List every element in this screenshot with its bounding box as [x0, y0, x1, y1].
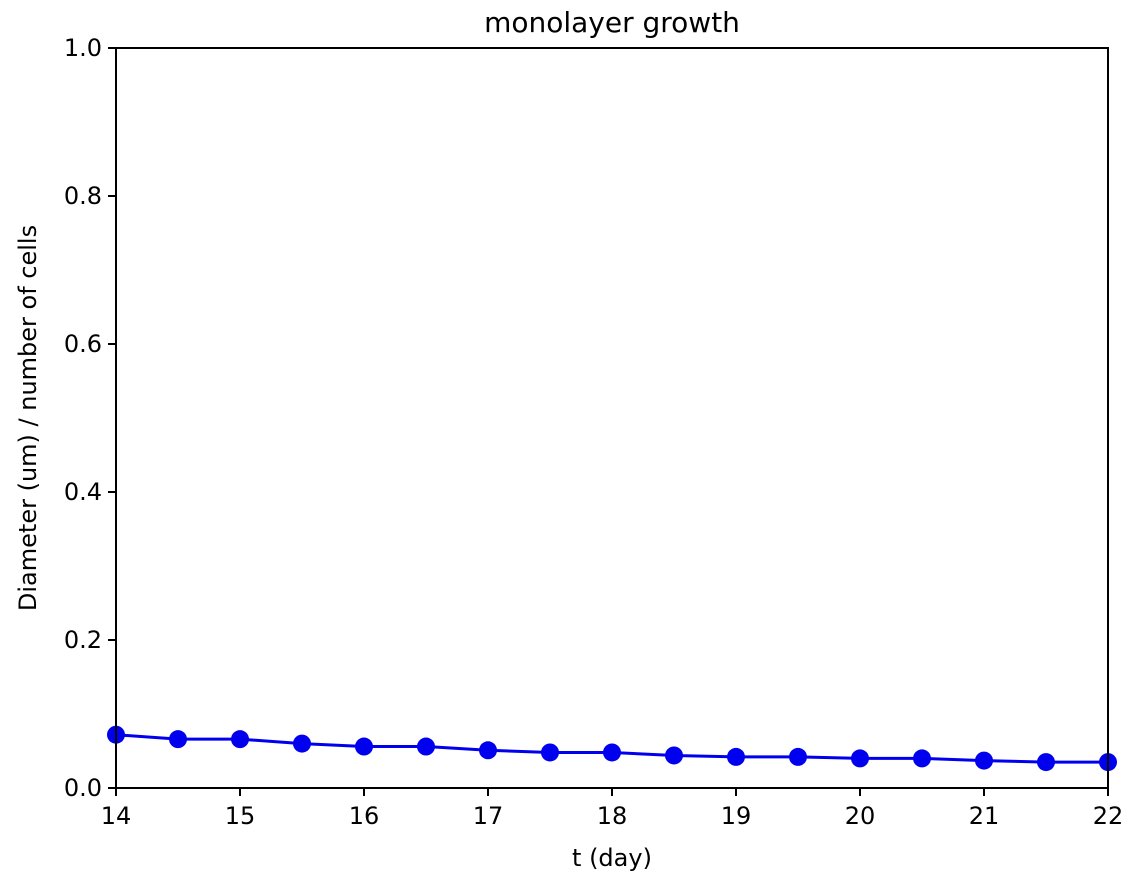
plot-area: 14 15 16 17 18 19 20 21 22 0.0 0.2 0.4 0.6 0.8 1.0: [64, 34, 1123, 830]
data-point: [727, 747, 745, 766]
x-tick-label: 17: [473, 802, 504, 830]
x-tick-label: 21: [969, 802, 1000, 830]
data-point: [231, 730, 249, 749]
data-point: [169, 730, 187, 749]
y-tick-label: 0.4: [64, 478, 102, 506]
chart-title: monolayer growth: [484, 6, 740, 39]
x-axis-ticks: 14 15 16 17 18 19 20 21 22: [101, 788, 1124, 830]
x-tick-label: 14: [101, 802, 132, 830]
y-tick-label: 0.6: [64, 330, 102, 358]
y-tick-label: 0.8: [64, 182, 102, 210]
x-tick-label: 19: [721, 802, 752, 830]
data-point: [479, 741, 497, 760]
data-point: [603, 743, 621, 762]
data-point: [417, 737, 435, 756]
x-tick-label: 22: [1093, 802, 1124, 830]
series-layer: [107, 725, 1117, 772]
data-point: [665, 746, 683, 765]
data-point: [913, 749, 931, 768]
data-point: [851, 749, 869, 768]
data-point: [293, 734, 311, 753]
y-tick-label: 0.0: [64, 774, 102, 802]
x-tick-label: 18: [597, 802, 628, 830]
y-tick-label: 1.0: [64, 34, 102, 62]
x-tick-label: 15: [225, 802, 256, 830]
y-tick-label: 0.2: [64, 626, 102, 654]
data-point: [975, 751, 993, 770]
y-axis-ticks: 0.0 0.2 0.4 0.6 0.8 1.0: [64, 34, 116, 802]
x-tick-label: 16: [349, 802, 380, 830]
data-point: [789, 747, 807, 766]
x-tick-label: 20: [845, 802, 876, 830]
data-point: [1037, 753, 1055, 772]
data-point: [541, 743, 559, 762]
y-axis-label: Diameter (um) / number of cells: [14, 225, 42, 611]
data-point: [355, 737, 373, 756]
x-axis-label: t (day): [572, 844, 652, 872]
